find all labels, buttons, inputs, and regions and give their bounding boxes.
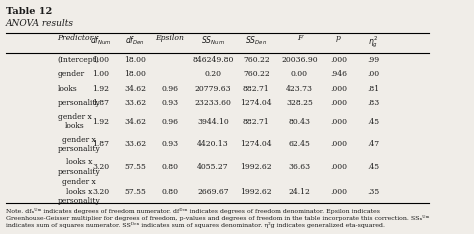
Text: $SS_{Den}$: $SS_{Den}$ xyxy=(245,34,267,47)
Text: (Intercept): (Intercept) xyxy=(57,56,99,64)
Text: .000: .000 xyxy=(330,118,347,126)
Text: 80.43: 80.43 xyxy=(289,118,310,126)
Text: .45: .45 xyxy=(367,118,379,126)
Text: looks x
personality: looks x personality xyxy=(57,158,100,176)
Text: 0.80: 0.80 xyxy=(161,188,178,196)
Text: 20779.63: 20779.63 xyxy=(195,85,231,93)
Text: 1.00: 1.00 xyxy=(92,56,109,64)
Text: 3.20: 3.20 xyxy=(92,188,109,196)
Text: 0.96: 0.96 xyxy=(161,118,178,126)
Text: 20036.90: 20036.90 xyxy=(281,56,318,64)
Text: 23233.60: 23233.60 xyxy=(195,99,231,107)
Text: Table 12: Table 12 xyxy=(6,7,52,15)
Text: 328.25: 328.25 xyxy=(286,99,313,107)
Text: 33.62: 33.62 xyxy=(124,140,146,148)
Text: 57.55: 57.55 xyxy=(124,163,146,171)
Text: .946: .946 xyxy=(330,70,347,78)
Text: 34.62: 34.62 xyxy=(124,85,146,93)
Text: personality: personality xyxy=(57,99,100,107)
Text: 1274.04: 1274.04 xyxy=(240,140,272,148)
Text: 1.87: 1.87 xyxy=(92,140,109,148)
Text: .81: .81 xyxy=(367,85,379,93)
Text: .83: .83 xyxy=(367,99,379,107)
Text: .00: .00 xyxy=(367,70,379,78)
Text: ANOVA results: ANOVA results xyxy=(6,19,74,28)
Text: 18.00: 18.00 xyxy=(124,56,146,64)
Text: $\eta^2_g$: $\eta^2_g$ xyxy=(368,34,378,50)
Text: 3944.10: 3944.10 xyxy=(197,118,229,126)
Text: p: p xyxy=(336,34,341,42)
Text: .99: .99 xyxy=(367,56,379,64)
Text: 24.12: 24.12 xyxy=(289,188,310,196)
Text: Epsilon: Epsilon xyxy=(155,34,184,42)
Text: 1.92: 1.92 xyxy=(92,85,109,93)
Text: 34.62: 34.62 xyxy=(124,118,146,126)
Text: 423.73: 423.73 xyxy=(286,85,313,93)
Text: 0.93: 0.93 xyxy=(161,99,178,107)
Text: 0.93: 0.93 xyxy=(161,140,178,148)
Text: 33.62: 33.62 xyxy=(124,99,146,107)
Text: 846249.80: 846249.80 xyxy=(192,56,234,64)
Text: .47: .47 xyxy=(367,140,379,148)
Text: 4055.27: 4055.27 xyxy=(197,163,229,171)
Text: gender x
personality: gender x personality xyxy=(57,136,100,153)
Text: .000: .000 xyxy=(330,99,347,107)
Text: 57.55: 57.55 xyxy=(124,188,146,196)
Text: .000: .000 xyxy=(330,188,347,196)
Text: 3.20: 3.20 xyxy=(92,163,109,171)
Text: 760.22: 760.22 xyxy=(243,70,270,78)
Text: 36.63: 36.63 xyxy=(288,163,310,171)
Text: .000: .000 xyxy=(330,56,347,64)
Text: .45: .45 xyxy=(367,163,379,171)
Text: .000: .000 xyxy=(330,140,347,148)
Text: .000: .000 xyxy=(330,85,347,93)
Text: 760.22: 760.22 xyxy=(243,56,270,64)
Text: 0.96: 0.96 xyxy=(161,85,178,93)
Text: 1992.62: 1992.62 xyxy=(240,163,272,171)
Text: 882.71: 882.71 xyxy=(243,118,270,126)
Text: 1274.04: 1274.04 xyxy=(240,99,272,107)
Text: 0.20: 0.20 xyxy=(205,70,221,78)
Text: 4420.13: 4420.13 xyxy=(197,140,229,148)
Text: $df_{Num}$: $df_{Num}$ xyxy=(90,34,112,47)
Text: gender: gender xyxy=(57,70,85,78)
Text: Predictor: Predictor xyxy=(57,34,94,42)
Text: F: F xyxy=(297,34,302,42)
Text: 1.87: 1.87 xyxy=(92,99,109,107)
Text: 1.92: 1.92 xyxy=(92,118,109,126)
Text: $SS_{Num}$: $SS_{Num}$ xyxy=(201,34,225,47)
Text: 0.80: 0.80 xyxy=(161,163,178,171)
Text: 62.45: 62.45 xyxy=(289,140,310,148)
Text: 1992.62: 1992.62 xyxy=(240,188,272,196)
Text: 1.00: 1.00 xyxy=(92,70,109,78)
Text: looks: looks xyxy=(57,85,77,93)
Text: $df_{Den}$: $df_{Den}$ xyxy=(125,34,146,47)
Text: Note. dfₙᵁᵐ indicates degrees of freedom numerator. dfᴰᵉⁿ indicates degrees of f: Note. dfₙᵁᵐ indicates degrees of freedom… xyxy=(6,208,429,228)
Text: gender x
looks x
personality: gender x looks x personality xyxy=(57,179,100,205)
Text: 2669.67: 2669.67 xyxy=(197,188,229,196)
Text: 882.71: 882.71 xyxy=(243,85,270,93)
Text: 18.00: 18.00 xyxy=(124,70,146,78)
Text: .000: .000 xyxy=(330,163,347,171)
Text: .35: .35 xyxy=(367,188,379,196)
Text: gender x
looks: gender x looks xyxy=(57,113,91,130)
Text: 0.00: 0.00 xyxy=(291,70,308,78)
